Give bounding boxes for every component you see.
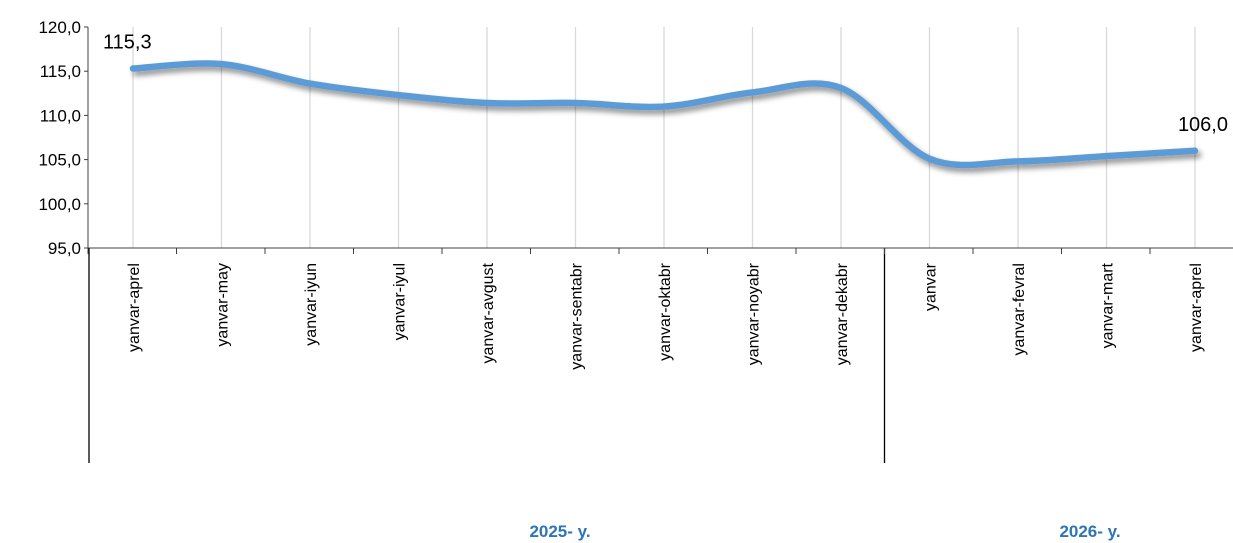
data-labels: 115,3 106,0 xyxy=(103,32,1228,136)
y-tick-label-0: 120,0 xyxy=(38,18,81,37)
grid-lines xyxy=(132,27,1196,248)
data-label-1: 106,0 xyxy=(1178,114,1228,136)
x-axis-ticks: yanvar-aprel yanvar-may yanvar-iyun yanvar-… xyxy=(87,248,1205,370)
y-tick-label-1: 115,0 xyxy=(40,62,81,81)
x-tick-label-5: yanvar-sentabr xyxy=(569,262,586,369)
x-tick-label-1: yanvar-may xyxy=(215,263,232,347)
y-tick-label-2: 110,0 xyxy=(40,106,81,125)
x-tick-label-12: yanvar-aprel xyxy=(1188,263,1205,352)
y-tick-label-4: 100,0 xyxy=(38,195,81,214)
x-tick-label-9: yanvar xyxy=(923,262,940,311)
axes xyxy=(87,27,1233,463)
x-tick-label-4: yanvar-avgust xyxy=(480,262,497,363)
x-tick-label-10: yanvar-fevral xyxy=(1011,263,1028,355)
y-axis-ticks: 120,0 115,0 110,0 105,0 100,0 95,0 xyxy=(38,18,88,258)
y-tick-label-5: 95,0 xyxy=(48,239,81,258)
x-tick-label-2: yanvar-iyun xyxy=(303,263,320,346)
x-tick-label-3: yanvar-iyul xyxy=(392,263,409,340)
group-label-1: 2026- y. xyxy=(1059,522,1120,541)
group-label-0: 2025- y. xyxy=(529,522,590,541)
x-tick-label-7: yanvar-noyabr xyxy=(746,262,763,365)
x-tick-label-6: yanvar-oktabr xyxy=(657,262,674,360)
x-tick-label-8: yanvar-dekabr xyxy=(834,262,851,365)
x-tick-label-11: yanvar-mart xyxy=(1100,262,1117,348)
year-groups: 2025- y. 2026- y. xyxy=(529,522,1120,541)
data-label-0: 115,3 xyxy=(103,32,152,54)
x-tick-label-0: yanvar-aprel xyxy=(126,263,143,352)
series-layer xyxy=(129,60,1199,169)
y-tick-label-3: 105,0 xyxy=(38,151,81,170)
